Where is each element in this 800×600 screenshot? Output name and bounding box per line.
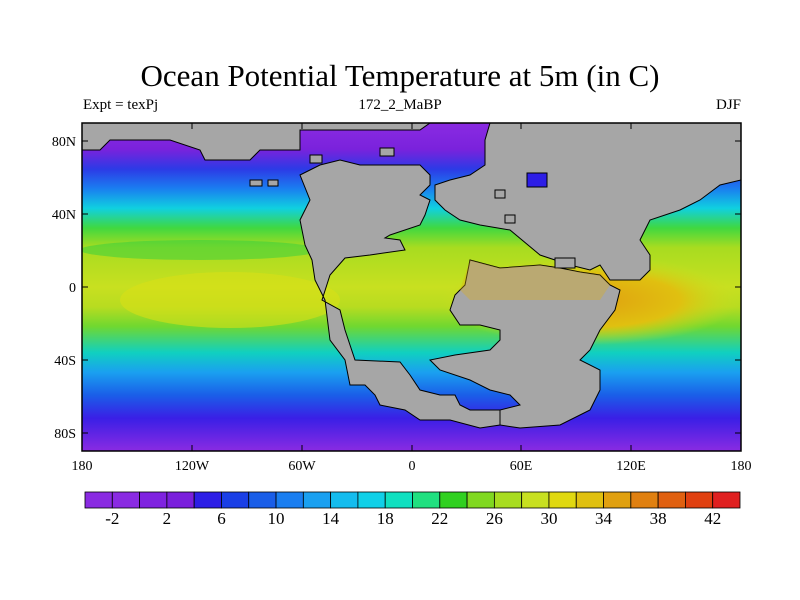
colorbar-box (603, 491, 632, 509)
colorbar-label: 30 (540, 509, 557, 528)
colorbar-label: -2 (105, 509, 119, 528)
colorbar-box (575, 491, 604, 509)
colorbar-box (111, 491, 140, 509)
colorbar-box (193, 491, 222, 509)
y-tick-label: 80N (52, 135, 76, 150)
x-tick-label: 120W (175, 459, 210, 474)
colorbar-box (330, 491, 359, 509)
x-tick-label: 0 (409, 459, 416, 474)
colorbar-box (493, 491, 523, 509)
colorbar-label: 14 (322, 509, 340, 528)
colorbar-label: 18 (377, 509, 394, 528)
land-island-d (267, 179, 279, 187)
colorbar-box (439, 491, 468, 509)
map-field (82, 123, 741, 451)
period-label: 172_2_MaBP (358, 97, 442, 113)
x-tick-label: 180 (731, 459, 752, 474)
colorbar-box (712, 491, 741, 509)
land-eurasia (434, 123, 741, 281)
colorbar-box (384, 491, 413, 509)
colorbar-box (248, 491, 277, 509)
tick-marks (81, 123, 742, 451)
colorbar-box (166, 491, 195, 509)
colorbar-box (139, 491, 168, 509)
y-tick-label: 40N (52, 208, 76, 223)
season-label: DJF (715, 97, 741, 113)
experiment-label: Expt = texPj (83, 97, 159, 113)
colorbar-label: 26 (486, 509, 503, 528)
pacific-green-band (82, 240, 320, 260)
y-tick-label: 40S (54, 354, 76, 369)
colorbar-box (630, 491, 659, 509)
colorbar-box (275, 491, 304, 509)
x-tick-label: 180 (72, 459, 93, 474)
colorbar-label: 6 (217, 509, 226, 528)
colorbar-label: 22 (431, 509, 448, 528)
inland-basin (526, 172, 548, 188)
land-island-g (494, 189, 506, 199)
colorbar-box (302, 491, 332, 509)
colorbar-box (548, 491, 577, 509)
land-gondwana (428, 259, 621, 429)
land-arctic-west (82, 123, 431, 161)
land-island-e (504, 214, 516, 224)
colorbar-label: 10 (268, 509, 285, 528)
colorbar-box (221, 491, 250, 509)
colorbar-label: 38 (650, 509, 667, 528)
x-tick-label: 60W (288, 459, 316, 474)
colorbar-box (685, 491, 714, 509)
colorbar-box (412, 491, 441, 509)
map-title: Ocean Potential Temperature at 5m (in C) (140, 58, 660, 93)
colorbar-label: 42 (704, 509, 721, 528)
x-tick-label: 60E (510, 459, 533, 474)
land-north-america (299, 159, 511, 429)
y-tick-label: 0 (69, 281, 76, 296)
y-tick-label: 80S (54, 427, 76, 442)
y-tick-labels: 80N 40N 0 40S 80S (52, 135, 76, 442)
land-island-f (554, 257, 576, 269)
colorbar-box (657, 491, 686, 509)
colorbar-box (84, 491, 113, 509)
land-island-b (379, 147, 395, 157)
colorbar-box (357, 491, 386, 509)
warm-overlay (460, 260, 610, 300)
colorbar-box (466, 491, 495, 509)
colorbar: -2 2 6 10 14 18 22 26 30 34 38 42 (84, 491, 741, 528)
colorbar-box (521, 491, 550, 509)
land-masses (82, 123, 741, 429)
land-island-a (309, 154, 323, 164)
x-tick-label: 120E (616, 459, 646, 474)
colorbar-label: 2 (163, 509, 172, 528)
x-tick-labels: 180 120W 60W 0 60E 120E 180 (72, 459, 752, 474)
pacific-warm-band (120, 272, 340, 328)
land-island-c (249, 179, 263, 187)
colorbar-label: 34 (595, 509, 613, 528)
